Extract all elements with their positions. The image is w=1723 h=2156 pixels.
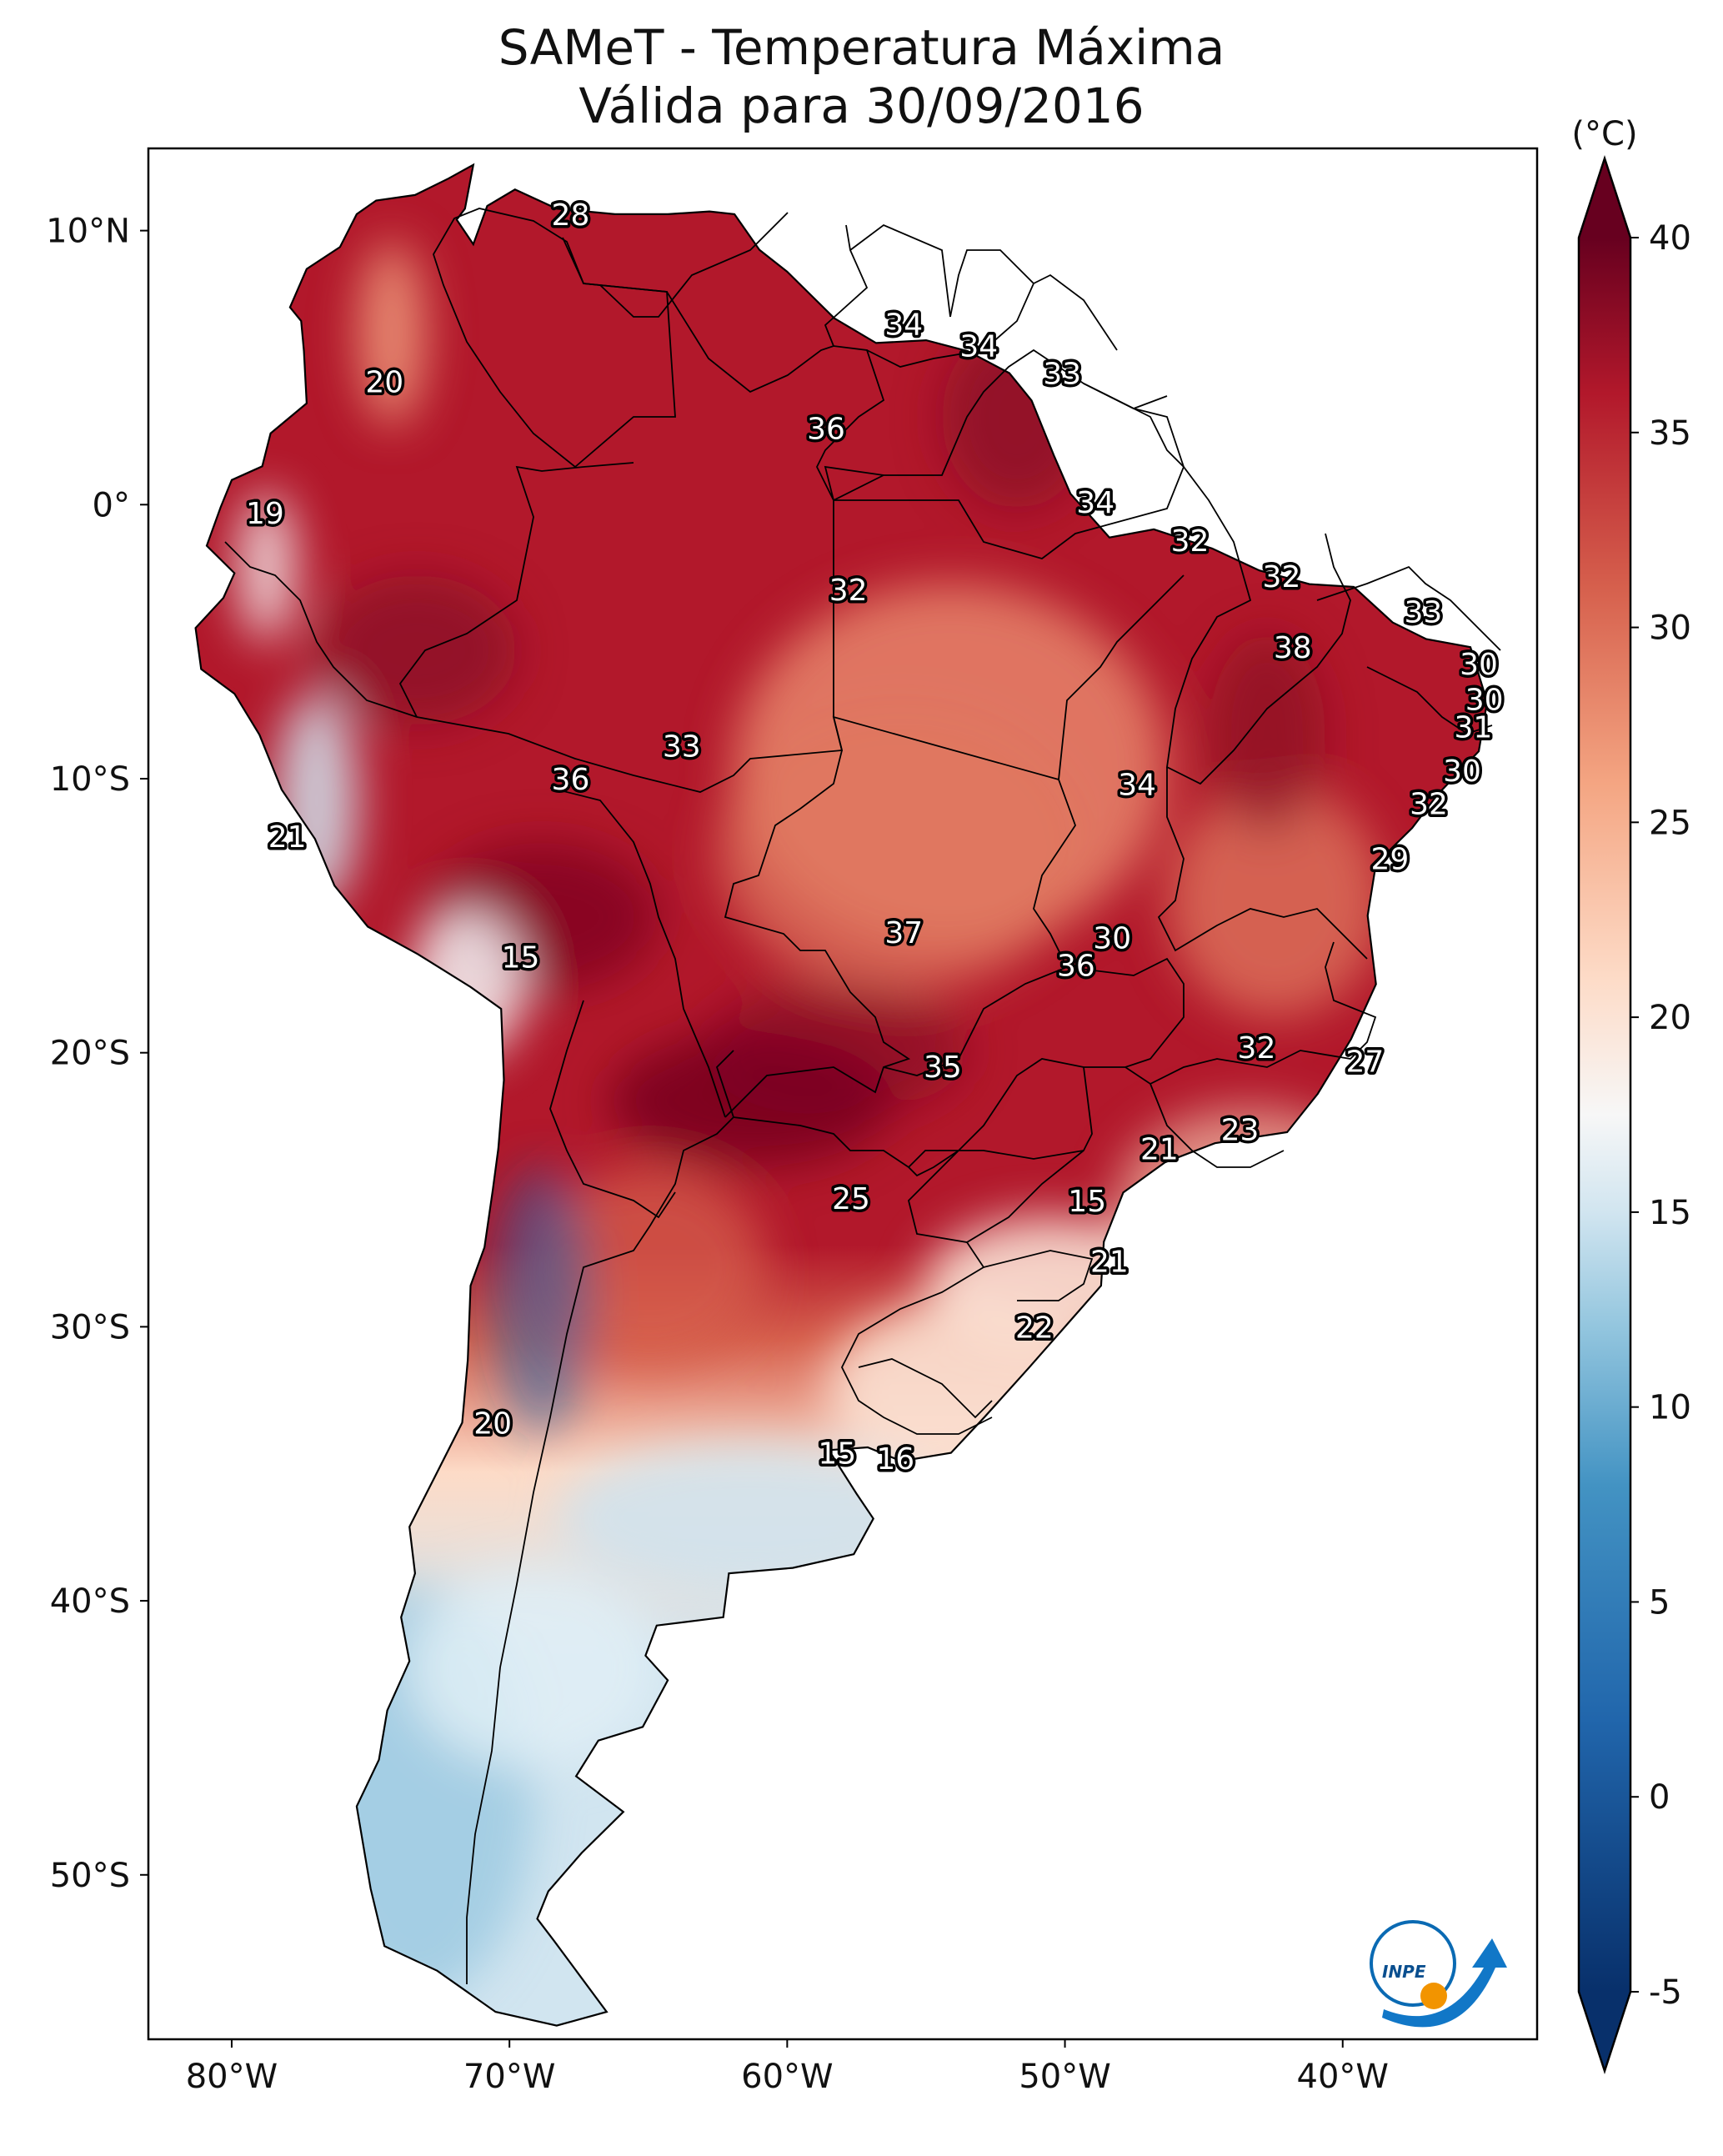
station-value: 34 xyxy=(884,308,923,342)
lon-tick-label: 50°W xyxy=(1019,2058,1110,2096)
station-value: 37 xyxy=(884,916,923,950)
title-line-2: Válida para 30/09/2016 xyxy=(579,78,1144,134)
colorbar-tick-label: 20 xyxy=(1649,999,1691,1037)
colorbar-tick-label: 0 xyxy=(1649,1778,1670,1817)
logo-text: INPE xyxy=(1382,1962,1426,1982)
station-value: 21 xyxy=(268,820,307,855)
station-value: 35 xyxy=(924,1050,962,1085)
lat-tick-label: 20°S xyxy=(50,1035,130,1073)
station-value: 28 xyxy=(552,198,590,233)
station-value: 32 xyxy=(1410,788,1448,822)
station-value: 30 xyxy=(1465,684,1504,718)
colorbar-tick-label: 10 xyxy=(1649,1389,1691,1427)
station-value: 21 xyxy=(1090,1246,1129,1280)
station-value: 30 xyxy=(1093,922,1131,956)
station-value: 20 xyxy=(473,1406,512,1441)
colorbar-ticks: 40 35 30 25 20 15 10 5 0 -5 xyxy=(1630,219,1691,2012)
colorbar-tick-label: 5 xyxy=(1649,1583,1670,1622)
station-value: 33 xyxy=(1043,358,1081,392)
lat-tick-label: 10°N xyxy=(46,213,130,251)
station-value: 34 xyxy=(1076,486,1114,520)
lat-tick-label: 50°S xyxy=(50,1857,130,1895)
station-value: 30 xyxy=(1460,648,1498,682)
logo-sun-icon xyxy=(1420,1983,1447,2009)
station-value: 22 xyxy=(1015,1311,1054,1345)
country-borders xyxy=(224,208,1501,1984)
colorbar-tick-label: 30 xyxy=(1649,609,1691,648)
colorbar-tick-label: 25 xyxy=(1649,804,1691,842)
station-value: 32 xyxy=(1263,560,1301,594)
lon-tick-label: 70°W xyxy=(463,2058,555,2096)
colorbar-tick-label: 15 xyxy=(1649,1194,1691,1232)
station-value: 33 xyxy=(663,730,701,765)
station-value: 15 xyxy=(502,941,540,975)
station-value: 36 xyxy=(552,763,590,797)
station-value: 34 xyxy=(1118,769,1156,803)
lat-tick-label: 10°S xyxy=(50,760,130,799)
logo-ring-icon xyxy=(1370,1920,1456,2007)
colorbar-unit: (°C) xyxy=(1571,115,1637,153)
station-value: 36 xyxy=(1057,950,1095,984)
station-value: 20 xyxy=(365,365,403,399)
map-title: SAMeT - Temperatura Máxima Válida para 3… xyxy=(0,18,1723,135)
lon-tick-label: 80°W xyxy=(186,2058,278,2096)
station-value: 33 xyxy=(1404,595,1442,629)
colorbar-tick-label: 40 xyxy=(1649,219,1691,258)
longitude-ticks: 80°W 70°W 60°W 50°W 40°W xyxy=(186,2039,1389,2096)
station-value: 15 xyxy=(1068,1185,1106,1219)
station-value: 25 xyxy=(832,1182,870,1216)
colorbar-tick-label: -5 xyxy=(1649,1973,1682,2012)
station-value: 29 xyxy=(1370,842,1409,876)
station-value: 27 xyxy=(1346,1045,1385,1080)
station-value: 32 xyxy=(829,574,868,608)
lat-tick-label: 30°S xyxy=(50,1308,130,1346)
title-line-1: SAMeT - Temperatura Máxima xyxy=(498,19,1225,76)
station-value: 21 xyxy=(1140,1133,1179,1167)
station-value: 32 xyxy=(1171,524,1210,559)
inpe-logo: INPE xyxy=(1370,1920,1507,2028)
station-value: 32 xyxy=(1238,1031,1276,1065)
colorbar-bar xyxy=(1577,154,1632,2075)
station-value: 23 xyxy=(1221,1114,1260,1148)
coastline xyxy=(194,163,1489,2027)
lon-tick-label: 40°W xyxy=(1297,2058,1389,2096)
latitude-ticks: 10°N 0° 10°S 20°S 30°S 40°S 50°S xyxy=(46,213,148,1895)
colorbar-tick-label: 35 xyxy=(1649,414,1691,453)
station-value: 15 xyxy=(818,1437,856,1472)
station-value: 16 xyxy=(876,1442,914,1477)
colorbar: (°C) 40 35 30 25 20 15 10 5 0 -5 xyxy=(1571,115,1691,2075)
station-value: 38 xyxy=(1274,631,1312,665)
station-value: 36 xyxy=(807,412,845,446)
logo-swoosh-icon xyxy=(1382,1938,1507,2028)
station-value: 19 xyxy=(246,497,284,531)
lon-tick-label: 60°W xyxy=(741,2058,833,2096)
station-value: 31 xyxy=(1454,711,1492,745)
station-value: 34 xyxy=(959,330,998,364)
lat-tick-label: 0° xyxy=(93,486,130,524)
station-value: 30 xyxy=(1443,755,1481,789)
lat-tick-label: 40°S xyxy=(50,1582,130,1621)
